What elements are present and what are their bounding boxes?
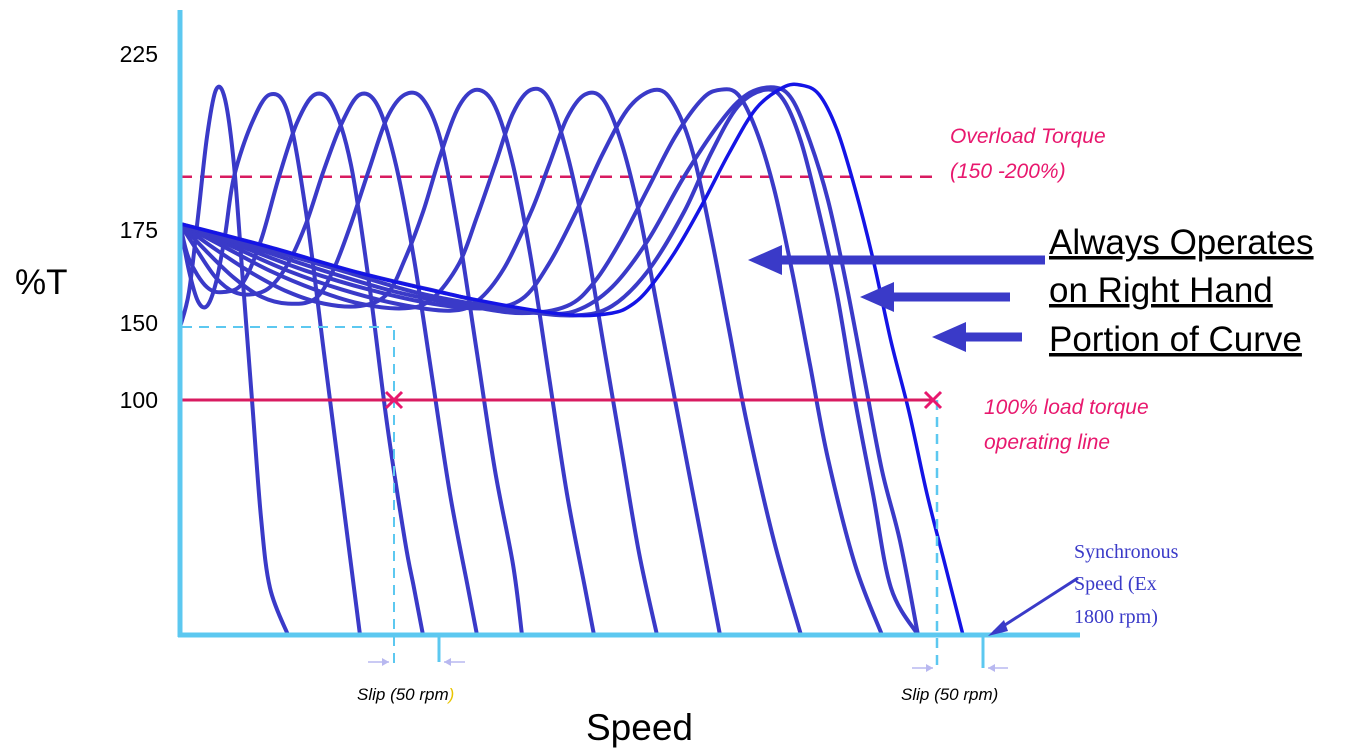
- torque-curve-3: [178, 91, 425, 636]
- slip-right-in-arrow-head: [926, 664, 933, 672]
- slip-arrows: [368, 658, 1008, 672]
- right-note-line-2: on Right Hand: [1049, 271, 1273, 310]
- torque-curve-9: [179, 87, 803, 636]
- torque-curve-10: [179, 87, 884, 636]
- sync-pointer-line: [993, 576, 1079, 634]
- slip-label-left: Slip (50 rpm): [357, 685, 454, 704]
- torque-curve-11: [179, 85, 920, 636]
- arrow-3-head: [932, 322, 966, 352]
- slip-left-out-arrow-head: [444, 658, 451, 666]
- load-line-label-line-2: operating line: [984, 431, 1110, 454]
- operating-point-markers: [384, 390, 943, 410]
- right-hand-arrows: [748, 245, 1079, 636]
- synchronous-label-line-2: Speed (Ex: [1074, 573, 1157, 595]
- slip-left-in-arrow-head: [382, 658, 389, 666]
- y-tick-labels: 225 175 150 100: [120, 41, 158, 413]
- torque-curve-2: [178, 92, 362, 636]
- marker-left: [384, 390, 404, 410]
- overload-label-line-1: Overload Torque: [950, 125, 1106, 148]
- sync-pointer-head: [988, 620, 1008, 636]
- synchronous-label-line-3: 1800 rpm): [1074, 606, 1158, 628]
- torque-curve-5: [178, 90, 524, 636]
- y-tick-label-100: 100: [120, 387, 158, 413]
- slip-right-out-arrow-head: [988, 664, 995, 672]
- x-axis-label: Speed: [586, 707, 693, 748]
- torque-curve-6: [178, 87, 596, 636]
- torque-curve-7: [179, 86, 659, 636]
- synchronous-label-line-1: Synchronous: [1074, 541, 1179, 563]
- torque-curve-1: [178, 84, 290, 636]
- slip-guide-lines: [182, 326, 985, 668]
- right-note-line-3: Portion of Curve: [1049, 320, 1302, 359]
- overload-label-line-2: (150 -200%): [950, 160, 1066, 183]
- right-note-line-1: Always Operates: [1049, 223, 1314, 262]
- arrow-1-head: [748, 245, 782, 275]
- torque-curve-8: [179, 90, 722, 636]
- y-tick-label-225: 225: [120, 41, 158, 67]
- slip-label-right: Slip (50 rpm): [901, 685, 998, 704]
- torque-curve-4: [178, 91, 479, 636]
- y-tick-label-175: 175: [120, 217, 158, 243]
- marker-right: [923, 390, 943, 410]
- arrow-2-head: [860, 282, 894, 312]
- torque-curve-12: [179, 87, 920, 637]
- load-line-label-line-1: 100% load torque: [984, 396, 1149, 419]
- y-axis-label: %T: [15, 263, 68, 302]
- torque-curve-13: [179, 82, 965, 636]
- y-tick-label-150: 150: [120, 310, 158, 336]
- axes: [177, 10, 1080, 638]
- torque-speed-curves: [178, 82, 965, 637]
